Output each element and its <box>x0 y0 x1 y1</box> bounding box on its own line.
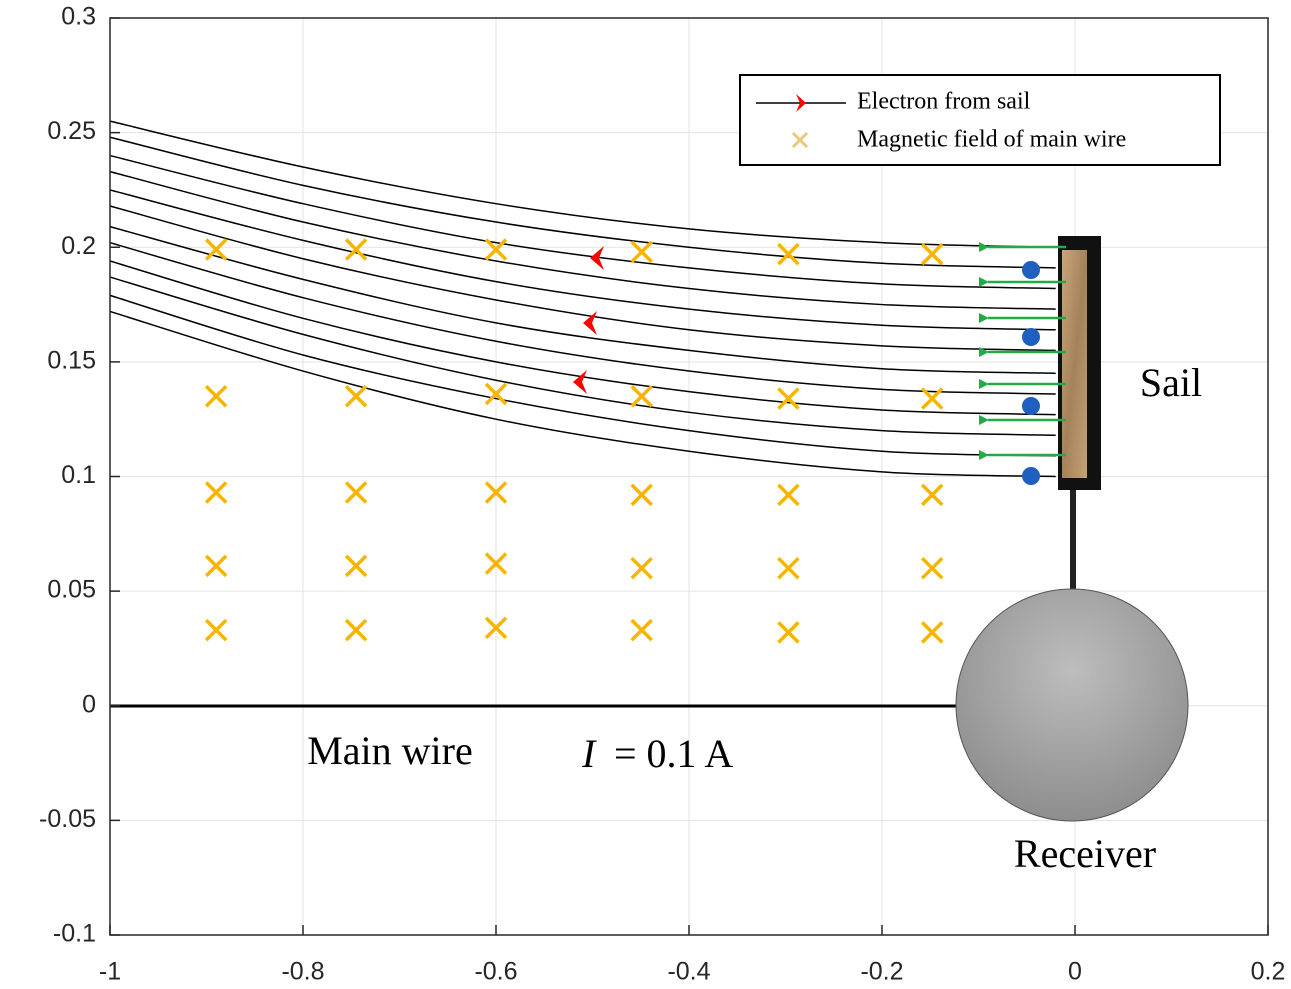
field-marker <box>920 387 944 410</box>
field-marker <box>630 483 653 507</box>
x-tick-label: -0.4 <box>667 958 710 986</box>
trajectory <box>109 276 1056 436</box>
x-tick-label: 0.2 <box>1251 958 1286 986</box>
trajectory <box>109 294 1056 457</box>
field-marker <box>484 616 508 640</box>
field-marker <box>777 387 800 410</box>
legend-box <box>739 74 1221 166</box>
field-marker <box>920 483 944 507</box>
electron <box>1022 397 1040 415</box>
electron <box>1022 328 1040 346</box>
direction-arrow <box>590 246 604 270</box>
trajectory <box>109 241 1056 395</box>
field-marker <box>344 481 368 504</box>
y-tick-label: 0.15 <box>47 346 96 374</box>
y-tick-label: 0.3 <box>61 3 96 31</box>
field-marker <box>630 556 653 580</box>
field-marker <box>484 238 508 261</box>
electron <box>1022 261 1040 279</box>
current-symbol: I <box>581 731 597 776</box>
direction-arrows <box>573 246 604 394</box>
field-marker <box>777 621 800 644</box>
sail-label: Sail <box>1140 360 1202 405</box>
receiver-label: Receiver <box>1014 831 1156 876</box>
x-tick-label: -0.2 <box>860 958 903 986</box>
legend-label: Electron from sail <box>857 89 1031 115</box>
field-marker <box>204 554 228 578</box>
field-marker <box>484 382 508 406</box>
legend: Electron from sail Magnetic field of mai… <box>739 74 1221 166</box>
x-tick-label: 0 <box>1068 958 1082 986</box>
current-value: = 0.1 A <box>614 731 733 776</box>
field-marker <box>204 385 228 408</box>
y-tick-label: 0.05 <box>47 576 96 604</box>
field-marker <box>344 554 368 578</box>
field-marker <box>777 556 800 580</box>
direction-arrow <box>583 311 597 335</box>
legend-marker <box>791 131 809 149</box>
wire-label: Main wire <box>307 728 473 773</box>
trajectory <box>109 136 1056 269</box>
field-marker <box>204 238 228 261</box>
field-marker <box>344 618 368 642</box>
electrons <box>1022 261 1040 485</box>
legend-label: Magnetic field of main wire <box>857 127 1126 153</box>
direction-arrow <box>573 370 587 394</box>
trajectory <box>109 120 1056 248</box>
field-marker <box>777 242 800 266</box>
y-tick-label: 0.2 <box>61 232 96 260</box>
sail-surface <box>1062 250 1087 478</box>
field-marker <box>484 552 508 575</box>
field-marker <box>630 618 653 642</box>
field-marker <box>920 556 944 580</box>
field-marker <box>777 483 800 507</box>
field-marker <box>484 481 508 504</box>
field-marker <box>630 240 653 264</box>
field-marker <box>204 481 228 504</box>
trajectory <box>109 170 1056 310</box>
field-marker <box>630 385 653 408</box>
trajectory <box>109 154 1056 290</box>
x-tick-label: -0.6 <box>474 958 517 986</box>
x-tick-label: -0.8 <box>281 958 324 986</box>
trajectory <box>109 310 1056 478</box>
trajectory <box>109 225 1056 375</box>
field-marker <box>344 238 368 261</box>
trajectory <box>109 205 1056 352</box>
field-marker <box>344 385 368 408</box>
electron <box>1022 467 1040 485</box>
y-tick-label: -0.1 <box>53 920 96 948</box>
y-tick-label: 0.25 <box>47 117 96 145</box>
trajectory <box>109 189 1056 331</box>
receiver <box>955 588 1189 822</box>
y-tick-label: 0 <box>82 690 96 718</box>
illustration <box>110 236 1189 822</box>
y-tick-label: -0.05 <box>39 805 96 833</box>
field-marker <box>204 618 228 642</box>
plot-area <box>109 120 1056 644</box>
sail-mast <box>1070 488 1076 592</box>
field-marker <box>920 621 944 644</box>
x-tick-label: -1 <box>99 958 121 986</box>
emission-arrows <box>979 242 1066 460</box>
y-tick-label: 0.1 <box>61 461 96 489</box>
field-marker <box>920 242 944 266</box>
trajectory <box>109 260 1056 416</box>
legend-arrow <box>796 94 806 112</box>
